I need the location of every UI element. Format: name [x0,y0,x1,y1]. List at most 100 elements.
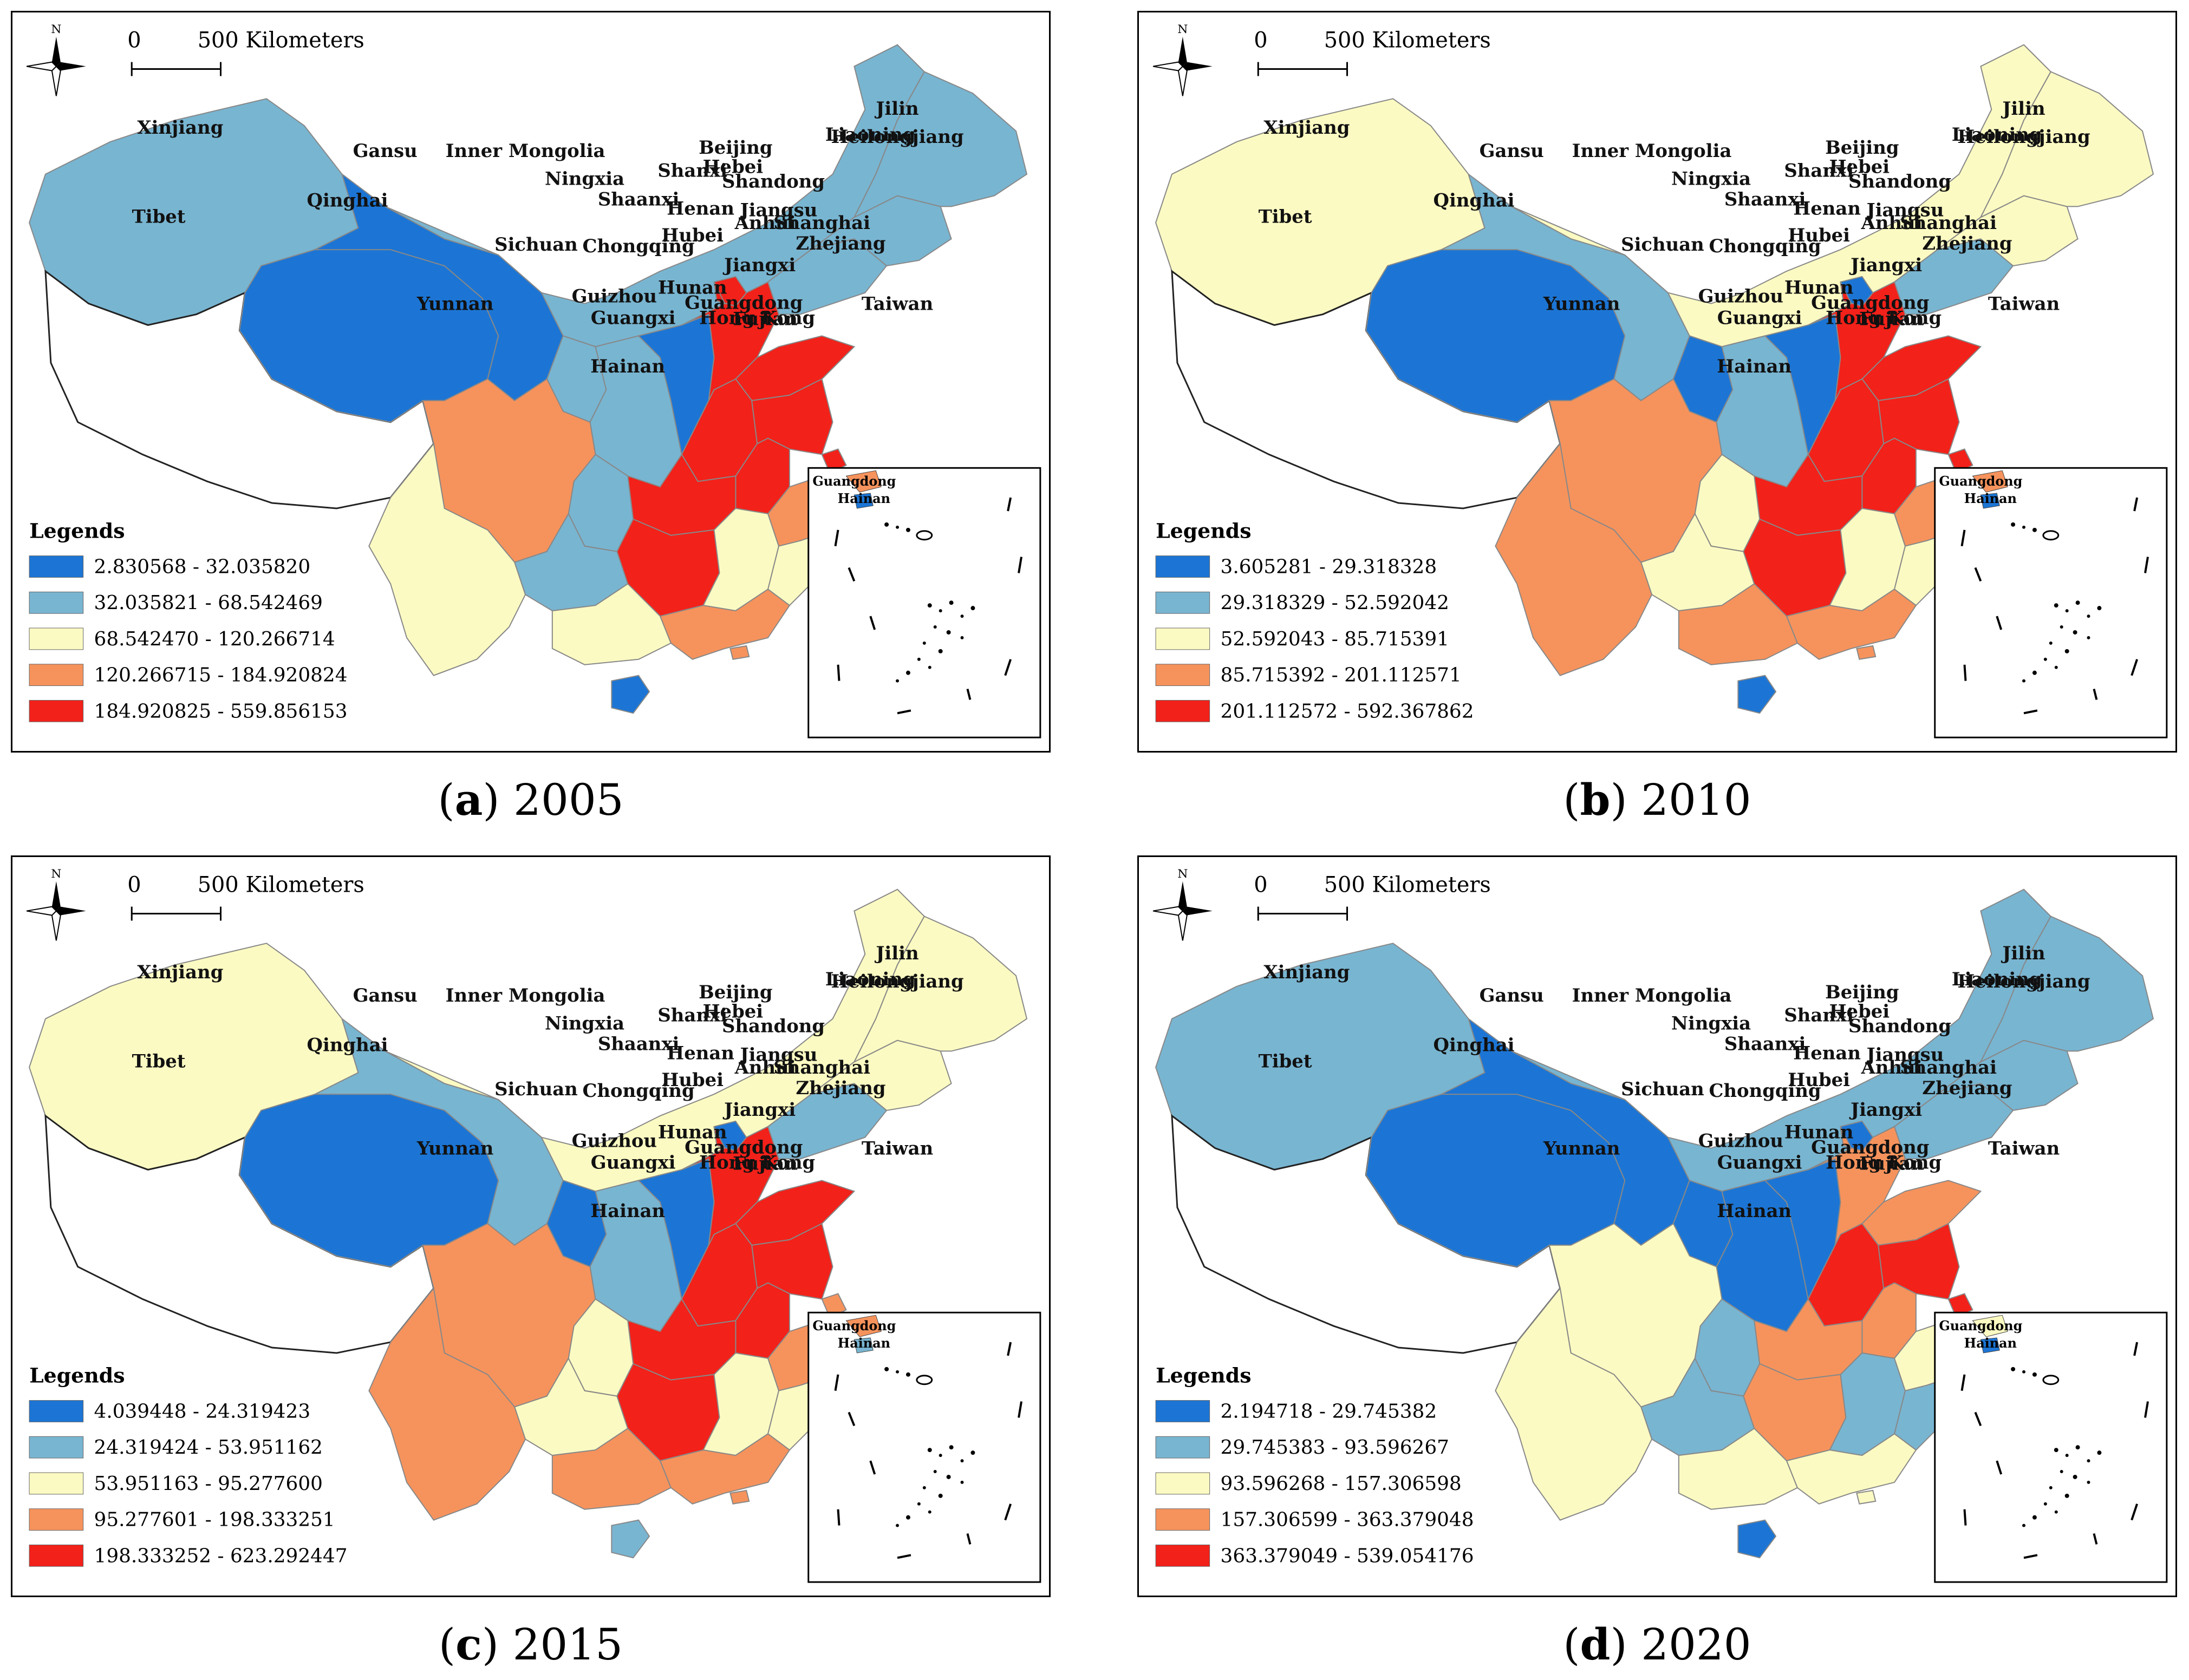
legend-range-label: 85.715392 - 201.112571 [1221,664,1462,687]
south-china-sea-inset: Guangdong Hainan [1934,1311,2168,1583]
legend-swatch [29,1544,84,1567]
legend-item: 2.194718 - 29.745382 [1155,1400,1437,1422]
legend-swatch [29,664,84,687]
legend-title: Legends [1156,1363,1251,1388]
label-shaanxi: Shaanxi [1724,188,1806,210]
label-heilongjiang: Heilongjiang [831,970,963,992]
label-shaanxi: Shaanxi [1724,1032,1806,1054]
label-ningxia: Ningxia [1671,168,1751,189]
label-hubei: Hubei [1788,1069,1850,1090]
legend-item: 184.920825 - 559.856153 [29,700,348,722]
province-guangxi [551,583,672,665]
label-jilin: Jilin [2001,97,2045,119]
label-hunan: Hunan [1784,1121,1854,1143]
province-hainan [611,675,650,714]
nine-dash-line [834,1342,1022,1559]
label-guizhou: Guizhou [1698,1130,1783,1152]
scale-bar: 0 500 Kilometers [127,28,364,76]
label-liaoning: Liaoning [1952,123,2042,145]
province-yunnan [1495,1287,1653,1521]
label-tibet: Tibet [1259,205,1312,227]
north-label: N [51,23,61,36]
province-guangdong [659,1433,791,1505]
north-label: N [1177,867,1188,881]
province-hong-kong [729,1489,750,1505]
label-hong-kong: Hong Kong [699,1151,815,1173]
legend-range-label: 198.333252 - 623.292447 [94,1545,348,1567]
label-guangxi: Guangxi [591,306,676,328]
label-jiangsu: Jiangsu [1865,1043,1944,1065]
legend-item: 29.745383 - 93.596267 [1155,1436,1449,1459]
label-henan: Henan [667,197,734,219]
legend-swatch [29,591,84,614]
label-jilin: Jilin [874,942,918,964]
choropleth-map: N 0 500 Kilometers [1152,867,2168,1583]
label-anhui: Anhui [1861,1056,1923,1078]
legend-item: 52.592043 - 85.715391 [1155,627,1449,650]
label-xinjiang: Xinjiang [137,961,223,983]
label-sichuan: Sichuan [1621,1078,1704,1100]
label-shandong: Shandong [722,171,825,192]
label-jiangsu: Jiangsu [739,1043,818,1065]
province-heilongjiang [1979,71,2154,219]
province-map [1155,44,2154,714]
legend-item: 93.596268 - 157.306598 [1155,1472,1462,1495]
legend-item: 68.542470 - 120.266714 [29,627,335,650]
label-hunan: Hunan [658,277,727,298]
province-hainan [611,1519,650,1559]
label-shandong: Shandong [1848,171,1951,192]
province-labels: Xinjiang Tibet Qinghai Gansu Inner Mongo… [132,942,964,1221]
nine-dash-line [834,497,1022,715]
label-xinjiang: Xinjiang [1263,961,1350,983]
inset-label-bottom: Hainan [1964,491,2017,506]
province-yunnan [368,442,526,676]
north-arrow-icon: N [1152,867,1213,941]
legend-item: 24.319424 - 53.951162 [29,1436,323,1459]
legend-range-label: 184.920825 - 559.856153 [94,700,348,722]
label-fujian: Fujian [733,1152,798,1174]
legend-range-label: 3.605281 - 29.318328 [1221,555,1437,578]
legend-item: 4.039448 - 24.319423 [29,1400,310,1422]
label-shandong: Shandong [1848,1015,1951,1037]
scale-distance-label: 500 Kilometers [198,873,364,898]
legend-swatch [29,627,84,650]
label-liaoning: Liaoning [825,968,916,990]
label-guizhou: Guizhou [572,1130,657,1152]
legend-range-label: 363.379049 - 539.054176 [1221,1545,1474,1567]
province-map [29,888,1028,1559]
legend-title: Legends [1156,519,1251,543]
label-guizhou: Guizhou [572,285,657,307]
south-china-sea-inset: Guangdong Hainan [807,1311,1041,1583]
legend-range-label: 24.319424 - 53.951162 [94,1436,323,1459]
label-guangxi: Guangxi [591,1151,676,1173]
label-hubei: Hubei [661,224,724,246]
label-guangdong: Guangdong [1811,1136,1929,1158]
inset-label-bottom: Hainan [838,1336,890,1351]
legend-swatch [29,555,84,578]
label-gansu: Gansu [353,140,418,161]
scale-bar: 0 500 Kilometers [1254,28,1491,76]
scale-distance-label: 500 Kilometers [1324,28,1491,53]
label-taiwan: Taiwan [862,1138,933,1159]
legend-swatch [29,700,84,722]
inset-label-bottom: Hainan [1964,1336,2017,1351]
label-henan: Henan [667,1042,734,1063]
label-inner-mongolia: Inner Mongolia [1572,984,1732,1006]
legend-swatch [29,1436,84,1459]
province-map [29,44,1028,714]
label-yunnan: Yunnan [1543,293,1620,315]
label-sichuan: Sichuan [494,1078,578,1100]
label-qinghai: Qinghai [1433,1034,1514,1055]
label-qinghai: Qinghai [307,189,388,211]
province-heilongjiang [853,71,1028,219]
province-hong-kong [729,645,750,660]
label-shaanxi: Shaanxi [598,1032,680,1054]
panel-2020: N 0 500 Kilometers [1137,855,2177,1597]
label-shanghai: Shanghai [773,1056,870,1078]
label-gansu: Gansu [353,984,418,1006]
province-labels: Xinjiang Tibet Qinghai Gansu Inner Mongo… [1259,942,2090,1221]
label-jiangsu: Jiangsu [1865,199,1944,220]
province-hong-kong [1856,645,1877,660]
label-henan: Henan [1793,197,1861,219]
legend-swatch [29,1472,84,1495]
